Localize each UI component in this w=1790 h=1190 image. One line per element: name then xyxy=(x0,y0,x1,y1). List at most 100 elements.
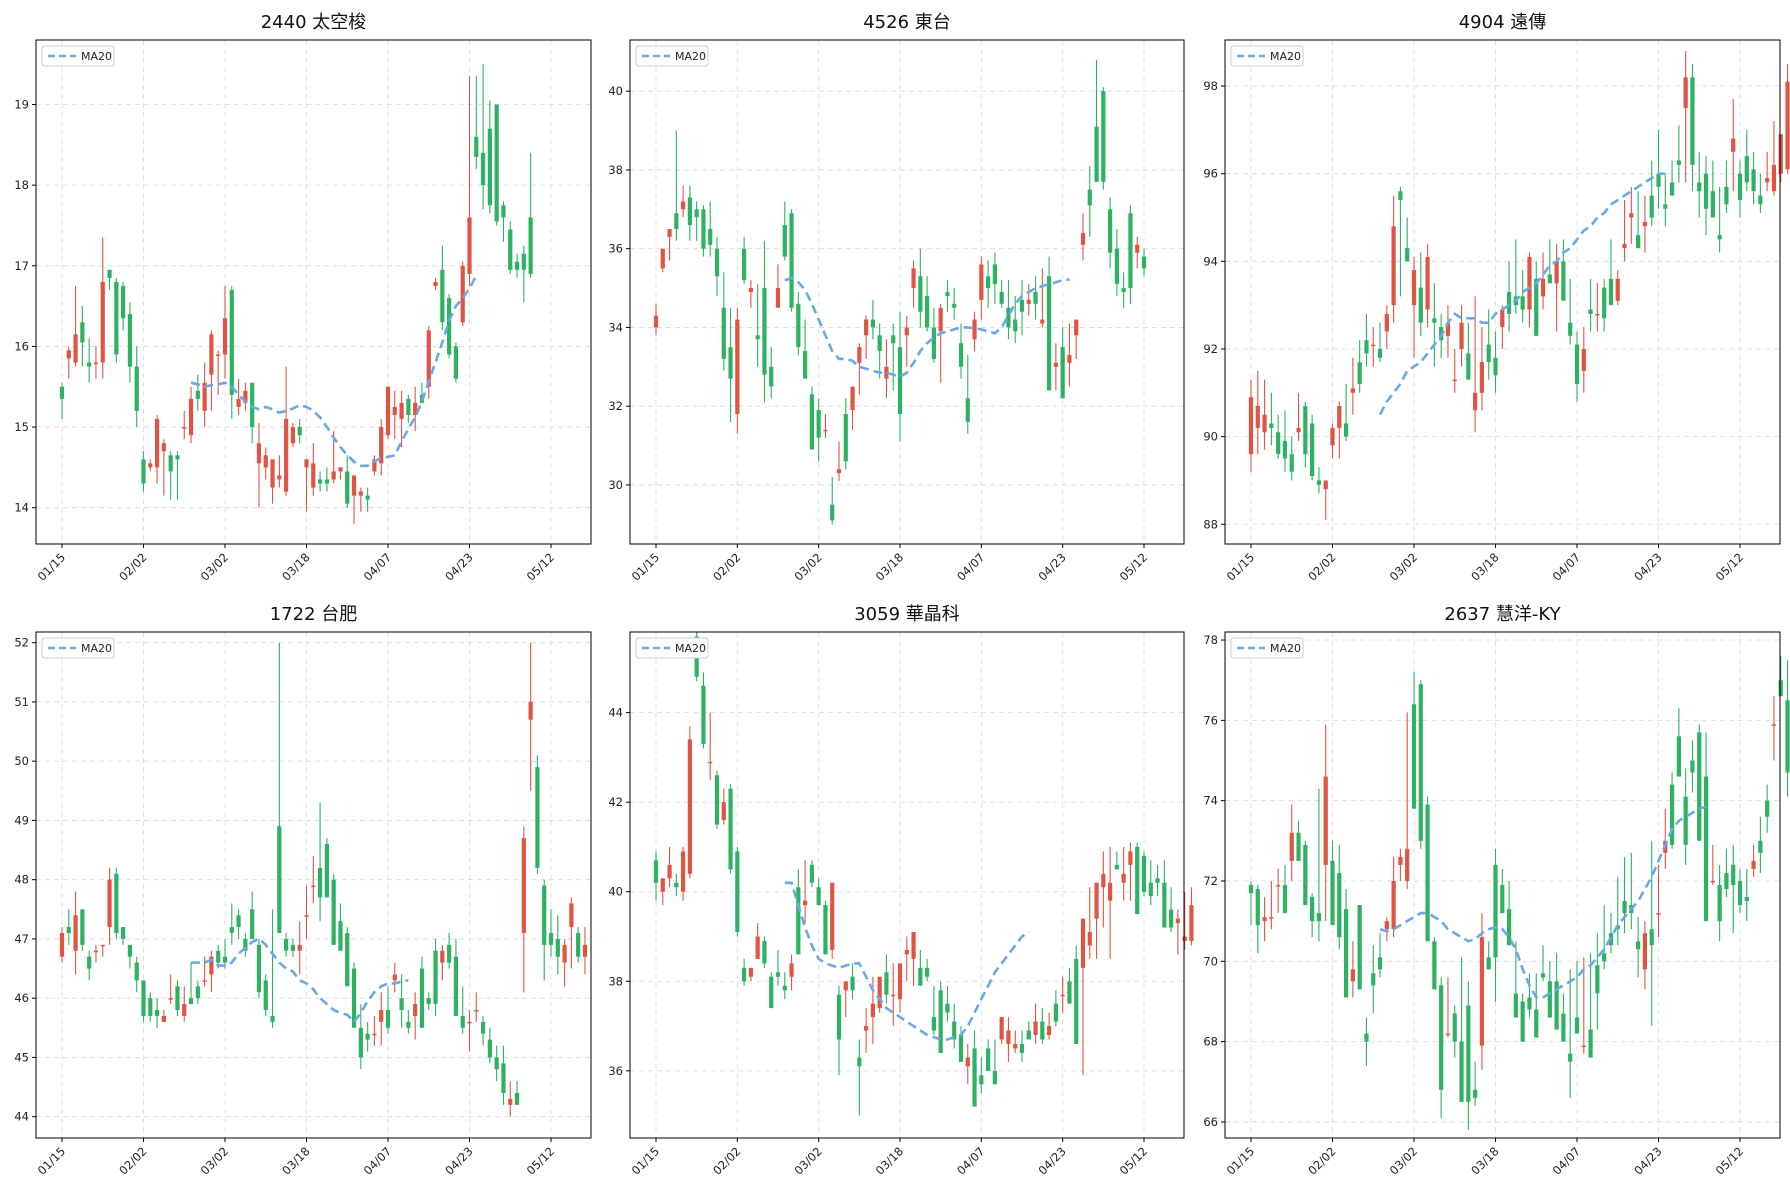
candle-body xyxy=(904,327,909,336)
candle-body xyxy=(59,932,65,957)
candle-body xyxy=(1649,929,1654,946)
candle-body xyxy=(1744,897,1749,902)
candle-body xyxy=(324,479,329,484)
chart-panel: 14 15 16 17 18 19 01/15 02/02 03/02 03/18 04/07 04/… xyxy=(14,12,592,584)
candle-body xyxy=(694,209,699,218)
candle-body xyxy=(742,248,747,281)
candle-body xyxy=(1162,882,1167,928)
candle-body xyxy=(1101,91,1106,182)
candle-body xyxy=(195,986,200,999)
candle-body xyxy=(1432,941,1437,990)
candle-body xyxy=(674,213,679,229)
candle-body xyxy=(958,343,964,367)
candle-body xyxy=(188,398,194,436)
candle-body xyxy=(782,225,787,257)
x-tick-label: 03/02 xyxy=(198,1144,231,1177)
legend: MA20 xyxy=(635,45,709,67)
candle-body xyxy=(1330,860,1335,926)
candle-body xyxy=(775,972,781,977)
legend-box xyxy=(41,45,115,67)
candle-body xyxy=(1006,307,1011,328)
candle-body xyxy=(460,1015,465,1028)
plot-frame xyxy=(1224,631,1781,1139)
candle-body xyxy=(1554,981,1559,1030)
candle-body xyxy=(1148,882,1153,897)
candle-body xyxy=(1343,909,1349,998)
candle-body xyxy=(1459,1041,1464,1102)
x-tick-label: 01/15 xyxy=(629,1144,662,1177)
candle-body xyxy=(1642,221,1648,227)
y-tick-label: 40 xyxy=(608,885,623,899)
candle-body xyxy=(816,887,821,906)
x-tick-label: 05/12 xyxy=(1713,1144,1746,1177)
candle-body xyxy=(1141,256,1147,269)
candle-body xyxy=(1418,287,1423,323)
candle-body xyxy=(426,330,431,387)
candle-body xyxy=(1785,700,1790,773)
candle-body xyxy=(1343,423,1349,437)
candle-body xyxy=(494,1057,499,1070)
candle-body xyxy=(1189,905,1194,941)
ma20-line xyxy=(1379,805,1707,999)
y-tick-label: 36 xyxy=(608,242,623,256)
candle-body xyxy=(270,459,275,488)
candle-body xyxy=(1316,913,1322,922)
candle-body xyxy=(209,956,214,975)
candle-body xyxy=(372,459,377,472)
candle-body xyxy=(345,471,350,504)
candle-body xyxy=(1013,319,1018,332)
candle-body xyxy=(1262,917,1267,922)
candle-body xyxy=(263,980,268,1011)
candle-body xyxy=(508,1098,513,1105)
candle-body xyxy=(1350,969,1355,982)
candle-body xyxy=(168,455,173,472)
candle-body xyxy=(114,873,119,933)
candle-body xyxy=(884,366,889,379)
candle-body xyxy=(582,944,588,957)
candle-body xyxy=(979,1075,984,1085)
candle-body xyxy=(406,1021,411,1028)
candle-body xyxy=(440,950,445,963)
candle-body xyxy=(141,459,146,484)
candle-body xyxy=(1067,355,1072,363)
candle-body xyxy=(1568,322,1573,336)
candle-body xyxy=(290,944,296,951)
candle-body xyxy=(100,281,105,363)
candle-body xyxy=(175,455,180,460)
y-tick-label: 74 xyxy=(1203,794,1218,808)
candle-body xyxy=(467,1021,472,1024)
candle-body xyxy=(1405,848,1410,881)
candle-body xyxy=(1384,313,1389,332)
candle-body xyxy=(1459,322,1464,349)
candle-body xyxy=(1595,313,1600,316)
candle-body xyxy=(857,347,862,363)
candle-body xyxy=(1445,322,1451,336)
candle-body xyxy=(148,463,153,468)
candle-body xyxy=(1289,832,1294,861)
candle-body xyxy=(1108,209,1113,253)
y-tick-label: 44 xyxy=(14,1110,29,1124)
y-tick-label: 15 xyxy=(14,420,29,434)
candle-body xyxy=(1697,182,1702,192)
candle-body xyxy=(1398,191,1403,200)
candle-body xyxy=(1303,844,1308,906)
candle-body xyxy=(1778,134,1783,174)
candle-body xyxy=(521,253,526,270)
candle-body xyxy=(1534,278,1539,336)
legend-box xyxy=(1230,45,1304,67)
candle-body xyxy=(1026,299,1031,304)
x-tick-label: 04/07 xyxy=(1550,550,1583,583)
candle-body xyxy=(121,927,126,939)
candle-body xyxy=(1486,957,1491,970)
x-tick-label: 05/12 xyxy=(1117,550,1150,583)
candle-body xyxy=(1561,261,1566,301)
candle-body xyxy=(843,981,848,991)
candle-body xyxy=(1033,1021,1038,1036)
candle-body xyxy=(1169,909,1174,928)
candle-body xyxy=(453,346,459,379)
x-tick-label: 01/15 xyxy=(1224,1144,1257,1177)
candle-body xyxy=(365,495,370,500)
candle-body xyxy=(1276,885,1281,887)
chart-title: 3059 華晶科 xyxy=(854,604,960,625)
candle-body xyxy=(1013,1043,1018,1049)
